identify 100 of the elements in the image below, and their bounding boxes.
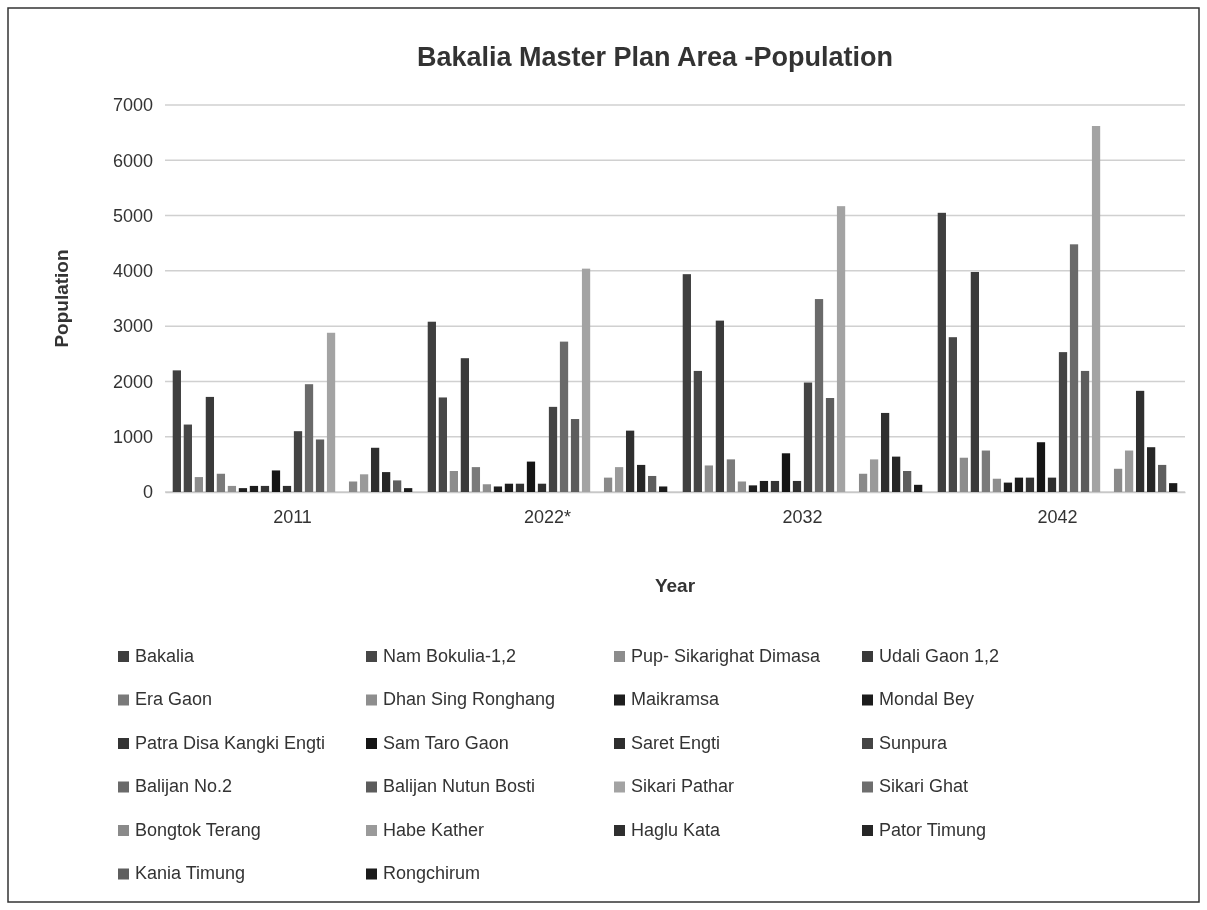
legend-label: Balijan Nutun Bosti	[383, 776, 536, 797]
bar	[825, 398, 835, 492]
bar	[581, 268, 591, 492]
bar	[892, 456, 901, 492]
bar	[814, 299, 824, 492]
legend-label: Habe Kather	[383, 819, 485, 840]
legend-label: Pator Timung	[879, 819, 987, 840]
y-tick-label: 2000	[112, 371, 153, 392]
y-tick-label: 6000	[112, 150, 153, 171]
y-tick-label: 0	[142, 482, 153, 503]
bar	[205, 396, 215, 492]
bar	[471, 467, 481, 492]
legend-label: Maikramsa	[631, 689, 720, 710]
y-tick-label: 3000	[112, 316, 153, 337]
bar	[1135, 390, 1145, 492]
bar	[693, 370, 702, 492]
bar	[559, 341, 569, 492]
bar	[194, 477, 203, 492]
bar	[903, 470, 912, 492]
legend-label: Saret Engti	[631, 732, 721, 753]
bar	[914, 484, 923, 492]
bar	[770, 480, 780, 492]
bar	[836, 206, 846, 492]
legend-label: Sam Taro Gaon	[383, 732, 509, 753]
bar	[493, 486, 503, 492]
legend-label: Sikari Ghat	[879, 776, 969, 797]
bar	[449, 470, 458, 492]
bar	[715, 320, 725, 492]
legend-label: Haglu Kata	[631, 819, 722, 840]
legend-label: Dhan Sing Ronghang	[383, 689, 556, 710]
bar	[537, 483, 547, 492]
bar	[326, 332, 336, 492]
bar	[1124, 450, 1134, 492]
bar	[282, 485, 292, 492]
bar	[981, 450, 991, 492]
bar	[858, 473, 868, 492]
bar	[992, 478, 1002, 492]
y-tick-label: 1000	[112, 426, 153, 447]
bar	[637, 464, 646, 492]
bar	[1047, 477, 1057, 492]
bar	[748, 485, 758, 492]
bar	[570, 419, 580, 492]
bar	[959, 457, 968, 492]
bar	[1003, 482, 1013, 492]
bar	[1113, 468, 1123, 492]
bar	[759, 480, 769, 492]
x-tick-label: 2032	[782, 506, 823, 527]
x-tick-label: 2022*	[523, 506, 572, 527]
bar	[183, 424, 192, 492]
bar	[515, 483, 525, 492]
bar	[1169, 483, 1178, 492]
legend-label: Kania Timung	[135, 863, 246, 884]
legend-label: Mondal Bey	[879, 689, 975, 710]
bar	[304, 384, 314, 492]
y-tick-label: 5000	[112, 205, 153, 226]
bar	[404, 488, 413, 492]
bar	[315, 439, 325, 492]
bar	[648, 475, 657, 492]
bar	[1058, 352, 1068, 492]
bar	[227, 485, 237, 492]
legend-label: Rongchirum	[383, 863, 481, 884]
bar	[869, 459, 879, 492]
bar	[948, 337, 957, 492]
bar	[460, 358, 470, 492]
bar	[1091, 126, 1101, 492]
bar	[781, 453, 791, 492]
bar	[1069, 244, 1079, 492]
bar	[293, 431, 303, 492]
bar	[249, 485, 259, 492]
x-axis-title: Year	[654, 575, 696, 596]
bar	[625, 430, 635, 492]
bar	[504, 483, 514, 492]
bar	[970, 271, 980, 492]
bar	[803, 382, 813, 492]
y-tick-label: 7000	[112, 95, 153, 116]
bar	[359, 474, 369, 492]
bar	[393, 480, 402, 492]
bar	[548, 406, 558, 492]
bar	[526, 461, 536, 492]
bar	[438, 397, 447, 492]
bar	[1036, 442, 1046, 492]
bar	[937, 212, 946, 492]
legend-label: Udali Gaon 1,2	[879, 645, 1000, 666]
bar	[682, 274, 691, 492]
legend-label: Nam Bokulia-1,2	[383, 645, 517, 666]
legend-label: Bakalia	[135, 645, 196, 666]
legend-label: Balijan No.2	[135, 776, 233, 797]
bar	[482, 484, 492, 492]
bar	[1158, 464, 1167, 492]
bar	[603, 477, 613, 492]
y-axis-title: Population	[51, 249, 72, 348]
bar	[737, 481, 747, 492]
bar	[880, 412, 890, 492]
bar	[614, 467, 624, 492]
bar	[704, 465, 713, 492]
legend-label: Sunpura	[879, 732, 949, 753]
bar	[659, 486, 668, 492]
chart-title: Bakalia Master Plan Area -Population	[416, 42, 894, 72]
x-tick-label: 2011	[273, 506, 312, 527]
bar	[1080, 370, 1090, 492]
